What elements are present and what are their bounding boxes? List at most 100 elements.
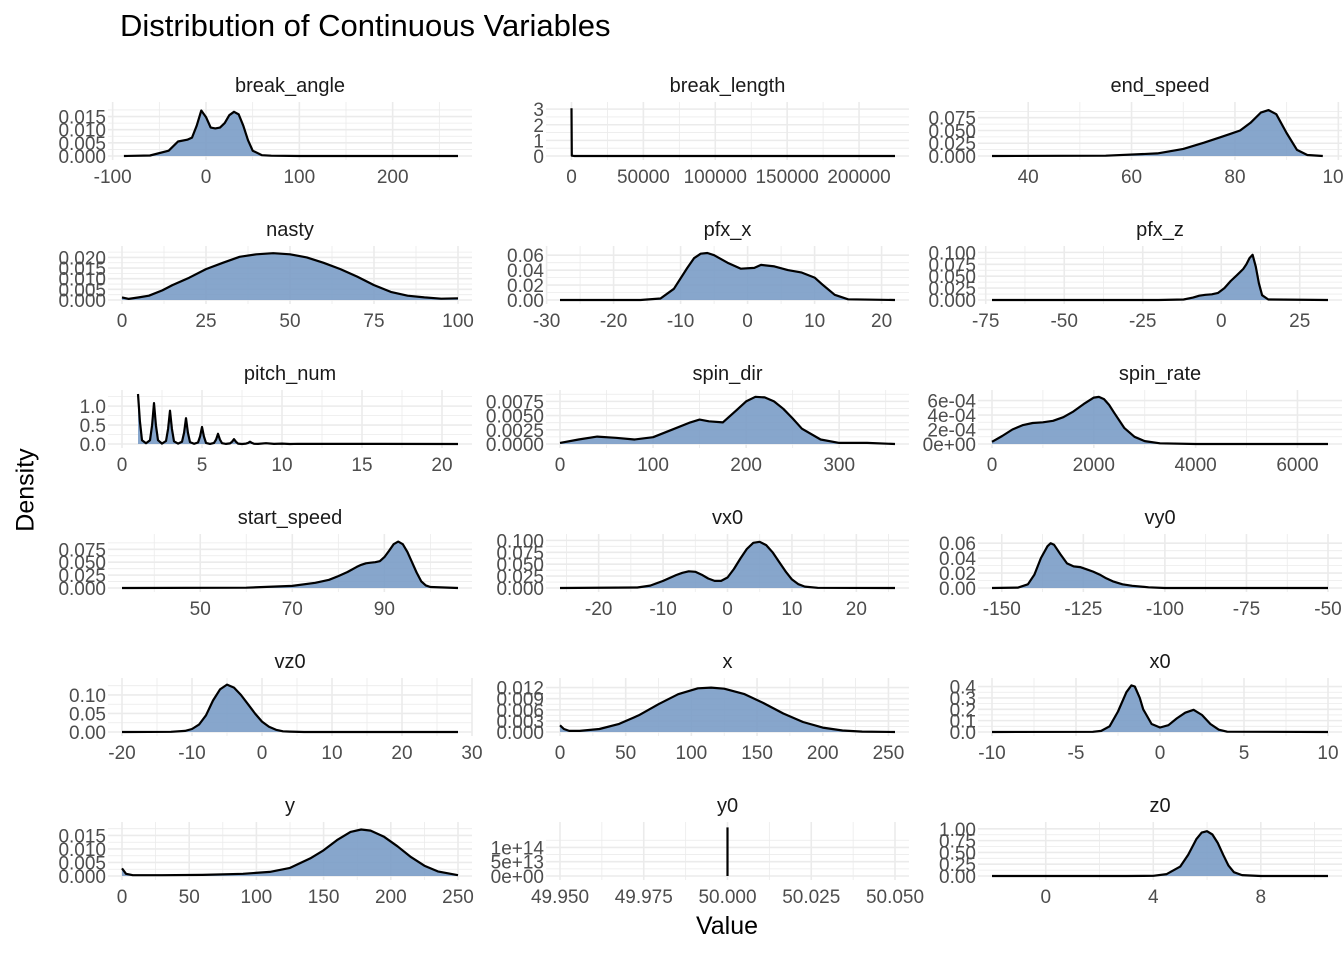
x-tick-label: 50 — [279, 311, 300, 332]
y-tick-label: 0.075 — [928, 255, 976, 276]
density-area — [560, 253, 895, 300]
y-tick-label: 0.2 — [950, 700, 976, 721]
y-tick-label: 0 — [533, 147, 544, 168]
y-tick-label: 0.75 — [939, 832, 976, 853]
density-area — [138, 394, 458, 444]
y-tick-label: 2 — [533, 116, 544, 137]
x-tick-label: 0 — [117, 455, 128, 476]
y-tick-label: 0.04 — [939, 549, 976, 570]
facet-panel-x0: x0 -10 -5 0 5 10 0.00.10.20.30.4 — [950, 651, 1342, 764]
x-tick-label: 20 — [871, 311, 892, 332]
x-tick-label: 200 — [377, 167, 409, 188]
x-tick-label: 90 — [374, 599, 395, 620]
y-tick-label: 0.3 — [950, 689, 976, 710]
x-tick-label: 20 — [431, 455, 452, 476]
y-tick-label: 0.000 — [928, 291, 976, 312]
x-tick-label: 50.000 — [698, 887, 756, 908]
x-tick-label: 0 — [257, 743, 268, 764]
x-tick-label: -50 — [1050, 311, 1077, 332]
density-line — [559, 540, 896, 590]
x-tick-label: -20 — [585, 599, 612, 620]
y-tick-label: 0.0000 — [486, 435, 544, 456]
density-line — [136, 393, 459, 446]
x-tick-label: 0 — [117, 311, 128, 332]
y-tick-label: 0.000 — [496, 579, 544, 600]
density-line — [992, 830, 1328, 878]
density-area — [560, 541, 895, 588]
y-tick-label: 0.075 — [928, 109, 976, 130]
y-tick-label: 4e-04 — [927, 406, 976, 427]
facet-strip-label: pitch_num — [244, 363, 336, 385]
facet-strip-label: end_speed — [1111, 75, 1210, 97]
x-tick-label: 250 — [873, 743, 905, 764]
x-tick-label: -75 — [972, 311, 999, 332]
y-tick-label: 0.010 — [58, 270, 106, 291]
y-tick-label: 0.25 — [939, 855, 976, 876]
x-tick-label: 10 — [804, 311, 825, 332]
x-tick-label: 0 — [1216, 311, 1227, 332]
facet-strip-label: spin_rate — [1119, 363, 1201, 385]
x-tick-label: 100 — [1322, 167, 1344, 188]
x-tick-label: -75 — [1233, 599, 1260, 620]
x-tick-label: 60 — [1121, 167, 1142, 188]
y-tick-label: 5e+13 — [491, 853, 544, 874]
x-axis-label: Value — [695, 912, 759, 940]
y-tick-label: 0.100 — [496, 531, 544, 552]
y-tick-label: 0.06 — [939, 534, 976, 555]
y-tick-label: 6e-04 — [927, 392, 976, 413]
density-line — [991, 395, 1328, 446]
y-tick-label: 0e+00 — [923, 435, 976, 456]
x-tick-label: 25 — [195, 311, 216, 332]
facet-strip-label: vx0 — [712, 507, 743, 529]
x-tick-label: -10 — [667, 311, 694, 332]
y-tick-label: 0.005 — [58, 134, 106, 155]
y-tick-label: 0.020 — [58, 248, 106, 269]
y-tick-label: 0.100 — [928, 243, 976, 264]
density-line — [991, 542, 1328, 590]
x-tick-label: 0 — [722, 599, 733, 620]
facet-panel-y0: y0 49.950 49.975 50.000 50.025 50.050 0e+005e+… — [491, 795, 924, 908]
y-tick-label: 0.025 — [58, 566, 106, 587]
x-tick-label: 70 — [282, 599, 303, 620]
density-area — [122, 829, 458, 876]
facet-strip-label: vz0 — [274, 651, 305, 673]
y-tick-label: 1 — [533, 131, 544, 152]
x-tick-label: 0 — [566, 167, 577, 188]
y-tick-label: 0.005 — [58, 280, 106, 301]
facet-strip-label: spin_dir — [692, 363, 762, 385]
y-tick-label: 1.0 — [80, 397, 106, 418]
x-tick-label: 6000 — [1276, 455, 1318, 476]
density-area — [571, 108, 895, 156]
x-tick-label: 10 — [781, 599, 802, 620]
y-tick-label: 0.005 — [58, 853, 106, 874]
x-tick-label: -10 — [978, 743, 1005, 764]
x-tick-label: 80 — [1224, 167, 1245, 188]
x-tick-label: 40 — [1018, 167, 1039, 188]
y-tick-label: 0.025 — [928, 279, 976, 300]
x-tick-label: -30 — [533, 311, 560, 332]
density-area — [992, 254, 1328, 300]
x-tick-label: -20 — [108, 743, 135, 764]
facet-strip-label: nasty — [266, 219, 314, 241]
density-line — [121, 828, 459, 877]
density-line — [570, 108, 895, 158]
x-tick-label: -100 — [94, 167, 132, 188]
x-tick-label: 10 — [1317, 743, 1338, 764]
x-tick-label: 0 — [201, 167, 212, 188]
density-area — [992, 831, 1328, 876]
density-line — [123, 109, 458, 158]
facet-strip-label: z0 — [1149, 795, 1170, 817]
x-tick-label: 4 — [1148, 887, 1159, 908]
density-area — [122, 684, 458, 732]
density-line — [560, 251, 896, 302]
facet-panel-pitch-num: pitch_num 0 5 10 15 20 0.00.51.0 — [80, 363, 472, 476]
y-tick-label: 0.025 — [496, 567, 544, 588]
x-tick-label: 100 — [241, 887, 273, 908]
y-tick-label: 0.10 — [69, 686, 106, 707]
x-tick-label: 0 — [117, 887, 128, 908]
